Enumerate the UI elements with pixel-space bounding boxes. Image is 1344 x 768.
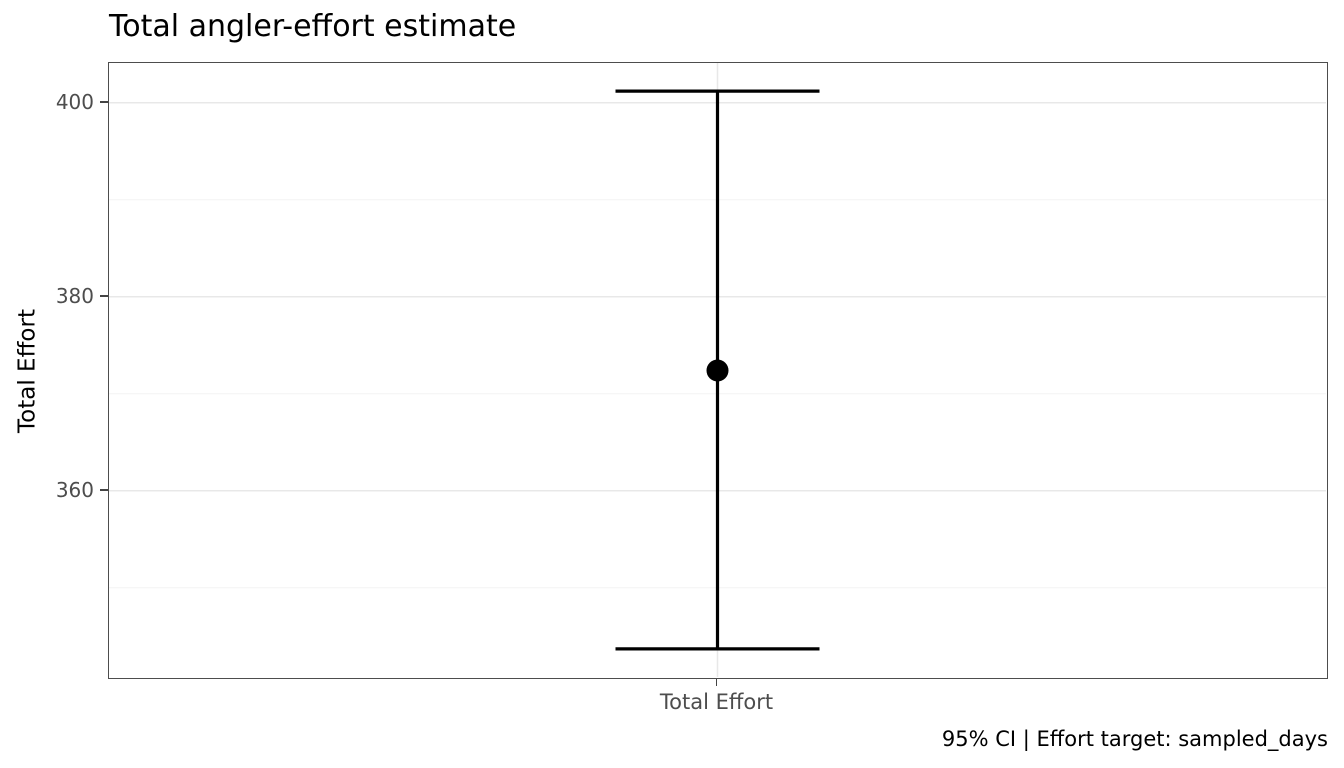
chart-title: Total angler-effort estimate: [109, 9, 517, 44]
y-tick-label: 380: [55, 283, 94, 308]
point-estimate: [706, 359, 729, 382]
plot-panel: [108, 62, 1328, 679]
y-tick-label: 400: [55, 89, 94, 114]
y-tick-mark: [100, 100, 108, 103]
caption: 95% CI | Effort target: sampled_days: [941, 727, 1328, 751]
y-axis-title: Total Effort: [14, 309, 41, 433]
y-tick-mark: [100, 488, 108, 491]
y-tick-label: 360: [55, 477, 94, 502]
y-tick-mark: [100, 294, 108, 297]
x-tick-mark: [715, 679, 718, 686]
x-tick-label: Total Effort: [659, 690, 774, 714]
plot-area-svg: [109, 63, 1326, 677]
